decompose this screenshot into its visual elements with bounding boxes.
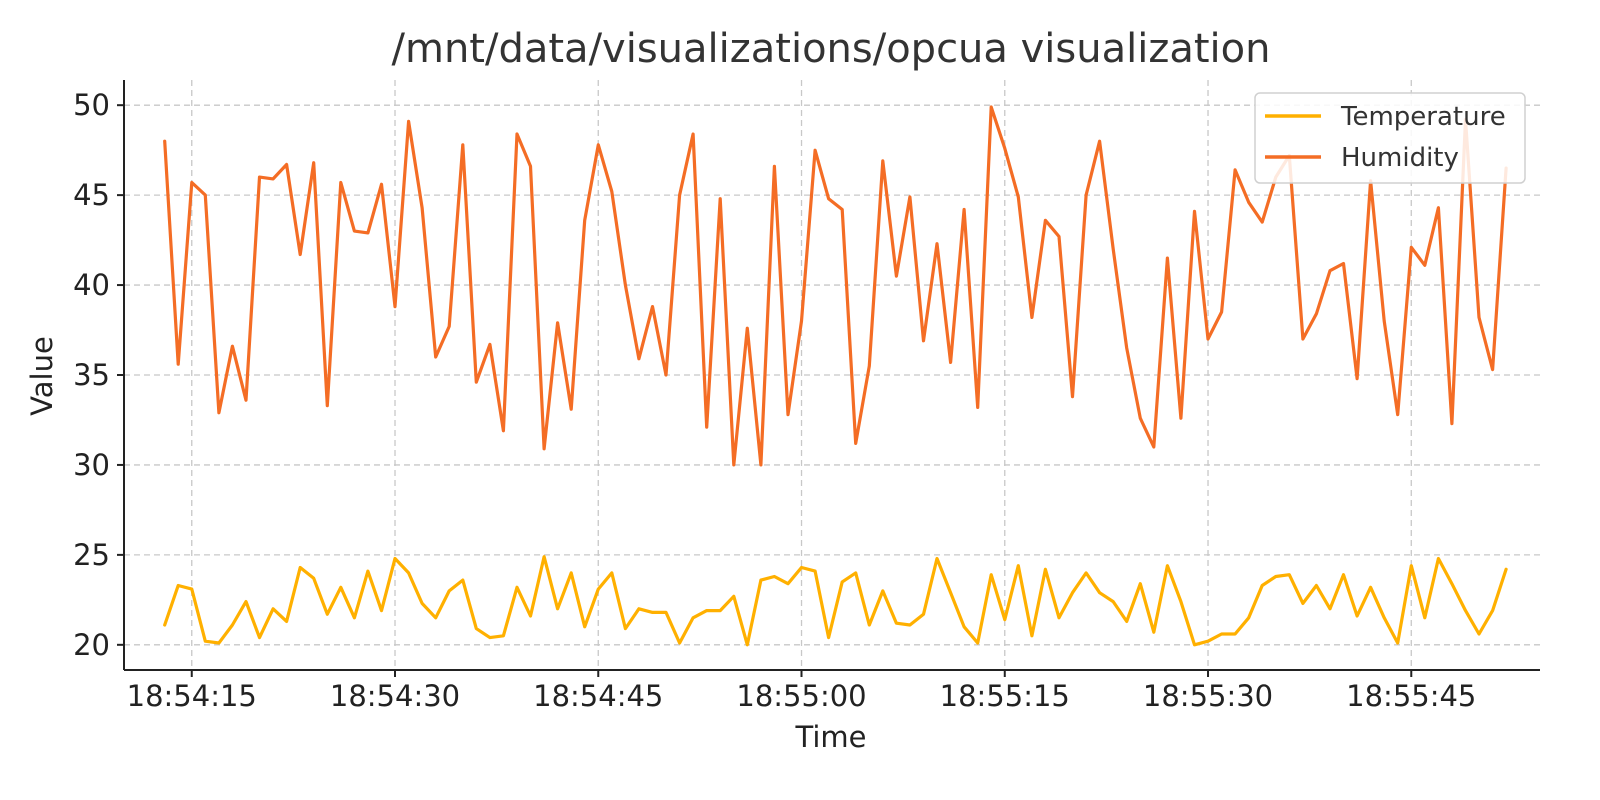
x-tick-label: 18:55:00 (736, 679, 866, 713)
x-tick-label: 18:54:15 (127, 679, 257, 713)
series-layer (163, 105, 1508, 647)
x-tick-label: 18:54:30 (330, 679, 460, 713)
x-axis-label: Time (795, 720, 867, 754)
y-tick-label: 25 (73, 538, 110, 572)
y-tick-label: 50 (73, 88, 110, 122)
x-tick-label: 18:55:15 (940, 679, 1070, 713)
axes (117, 80, 1540, 677)
y-tick-label: 35 (73, 358, 110, 392)
legend-label: Humidity (1341, 143, 1459, 173)
tick-labels: 20 25 30 35 40 45 50 18:54:15 18:54:30 18:54:45 18… (73, 88, 1476, 713)
series-line-temperature (163, 555, 1508, 647)
y-tick-label: 45 (73, 178, 110, 212)
x-tick-label: 18:55:30 (1143, 679, 1273, 713)
x-tick-label: 18:55:45 (1346, 679, 1476, 713)
x-tick-label: 18:54:45 (533, 679, 663, 713)
legend: Temperature Humidity (1254, 92, 1526, 184)
legend-label: Temperature (1340, 102, 1506, 132)
legend-box (1254, 92, 1526, 184)
y-tick-label: 20 (73, 628, 110, 662)
chart-title: /mnt/data/visualizations/opcua visualiza… (392, 26, 1271, 72)
y-tick-label: 40 (73, 268, 110, 302)
y-tick-label: 30 (73, 448, 110, 482)
y-axis-label: Value (25, 336, 59, 416)
